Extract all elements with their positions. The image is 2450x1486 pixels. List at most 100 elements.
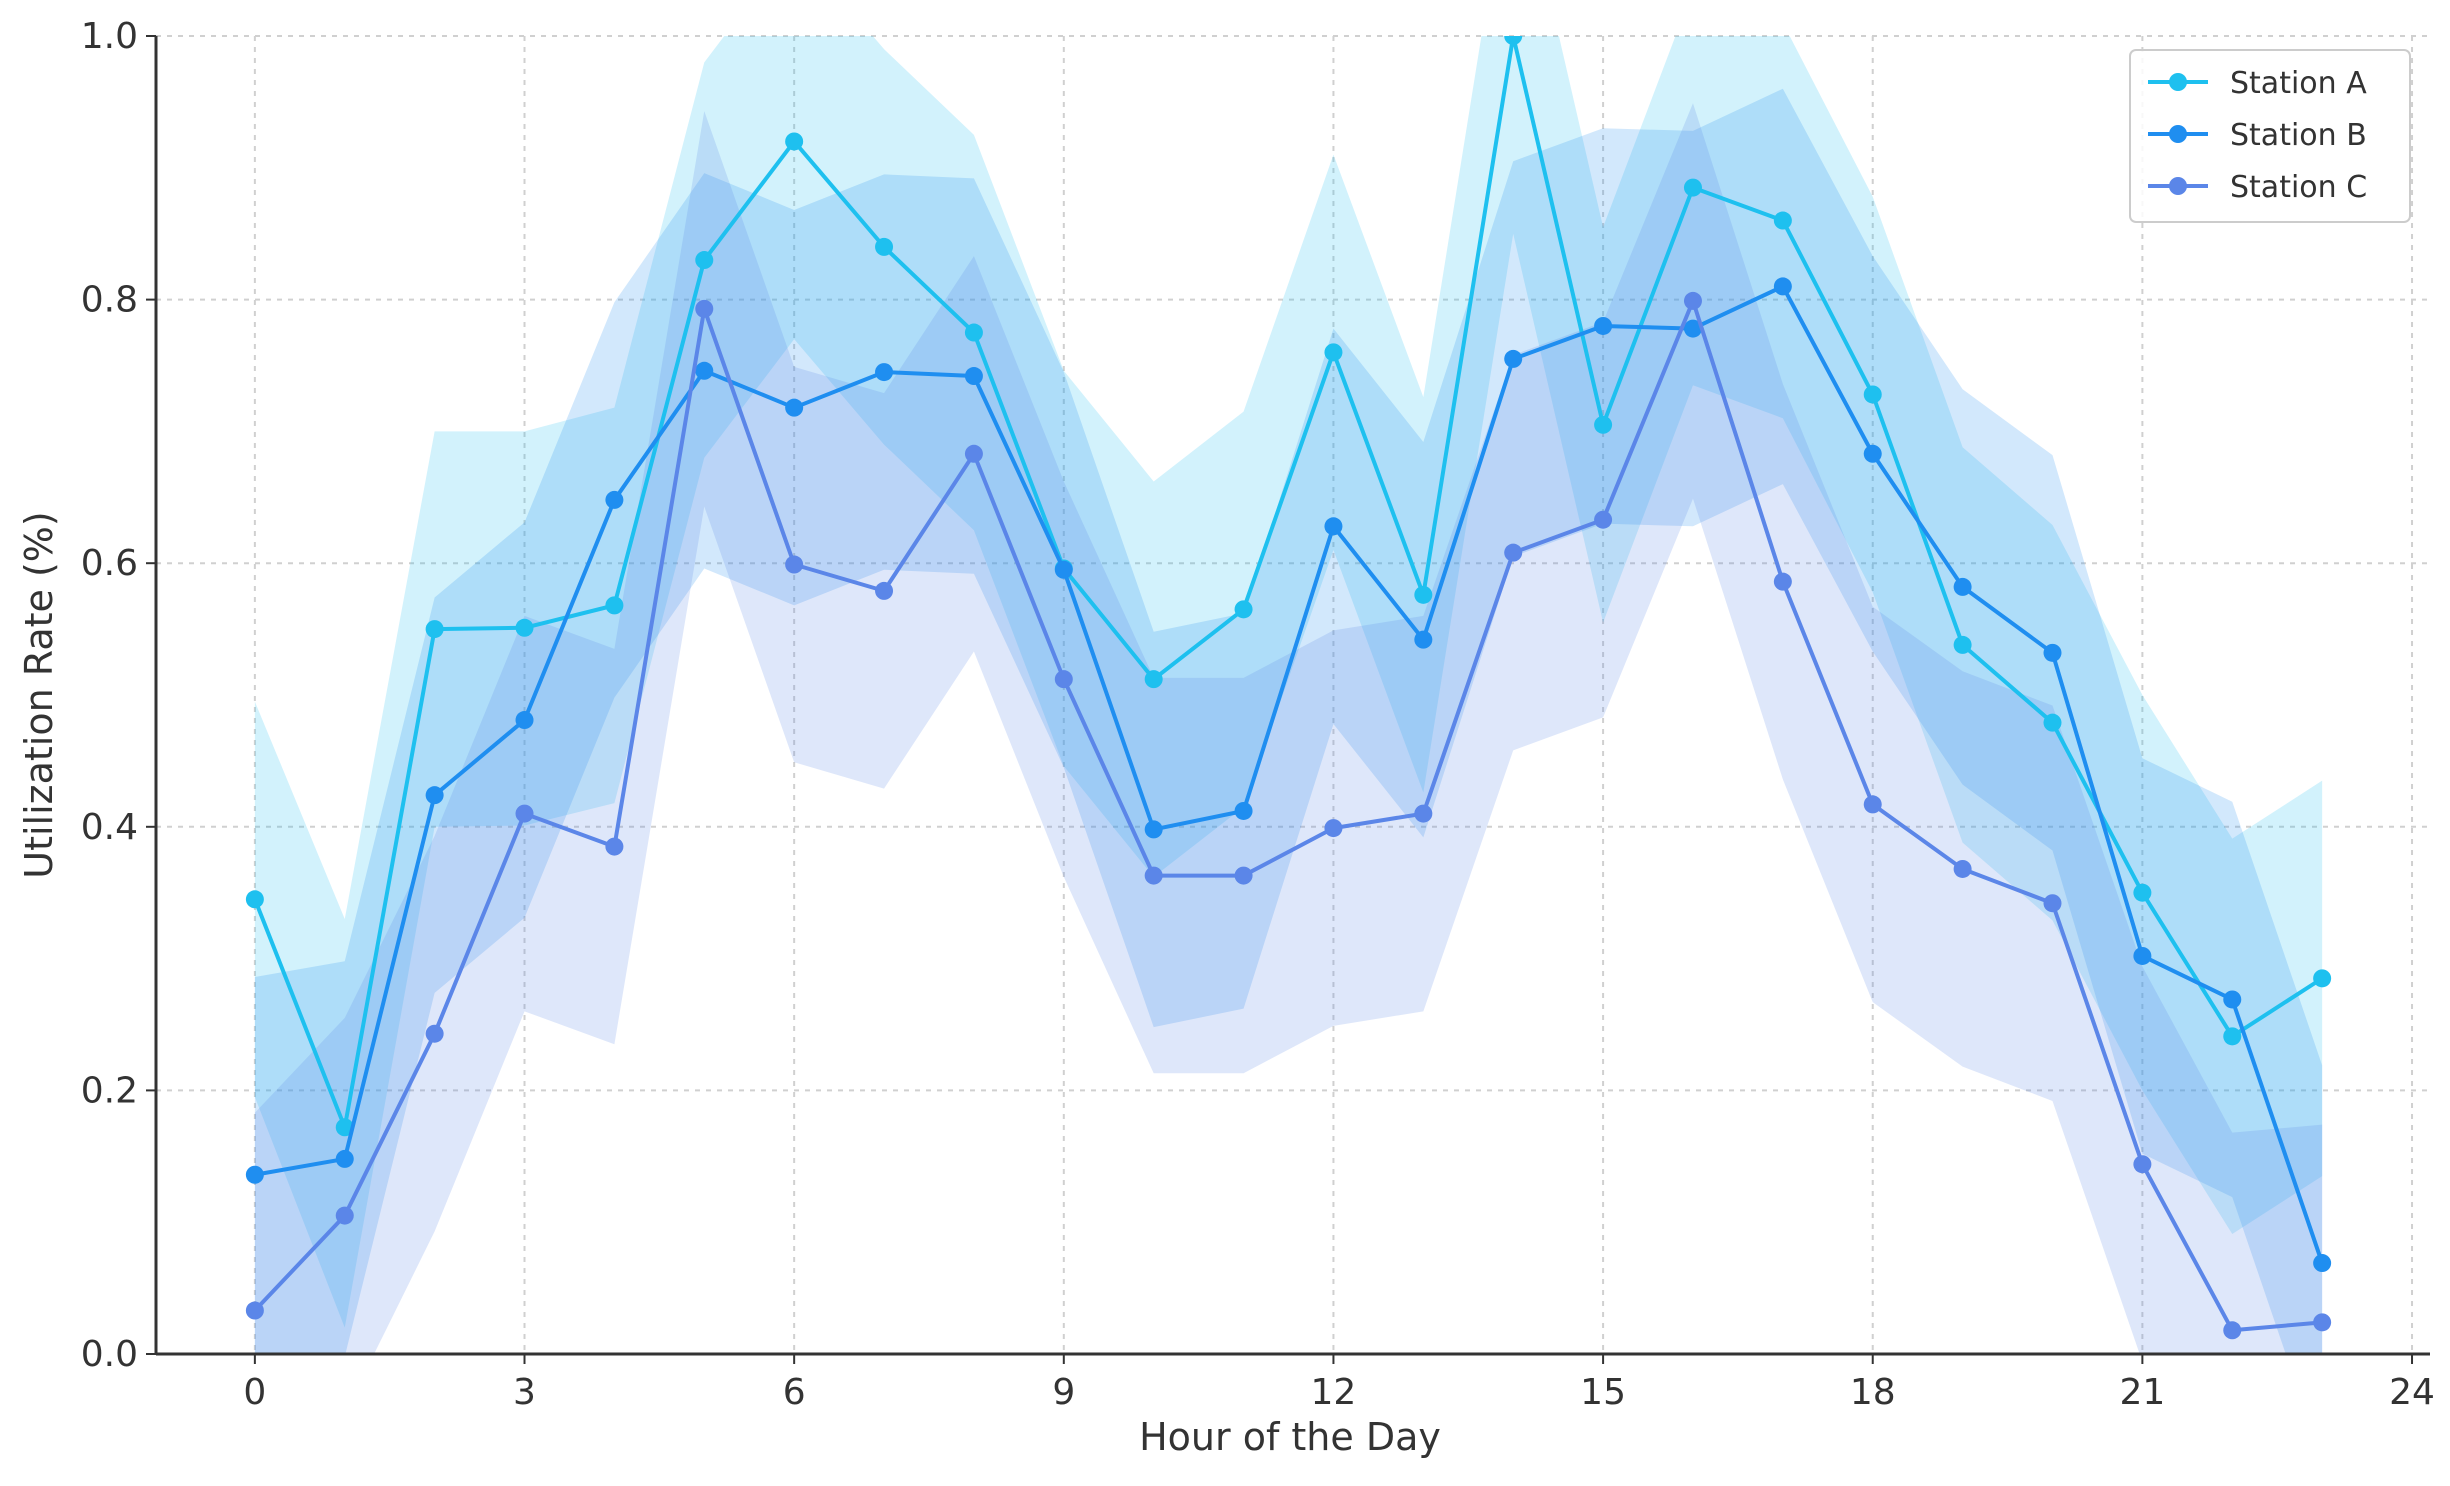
axes [146, 35, 2430, 1364]
data-point-station-a-22 [2223, 1027, 2242, 1046]
data-point-station-a-11 [1234, 600, 1253, 619]
x-tick-label: 9 [1052, 1372, 1075, 1413]
data-point-station-b-22 [2223, 990, 2242, 1009]
data-point-station-b-10 [1144, 820, 1163, 839]
data-point-station-c-19 [1953, 859, 1972, 878]
series-line-station-a [253, 36, 2324, 1130]
data-point-station-b-19 [1953, 577, 1972, 596]
x-tick-label: 24 [2389, 1372, 2435, 1413]
data-point-station-b-0 [245, 1165, 264, 1184]
x-tick-label: 12 [1311, 1372, 1357, 1413]
data-point-station-c-11 [1234, 866, 1253, 885]
data-point-station-c-1 [335, 1206, 354, 1225]
data-point-station-b-21 [2133, 946, 2152, 965]
data-point-station-a-17 [1773, 211, 1792, 230]
data-point-station-a-20 [2043, 713, 2062, 732]
data-point-station-b-8 [964, 367, 983, 386]
data-point-station-a-7 [875, 237, 894, 256]
data-point-station-a-6 [785, 132, 804, 151]
data-point-station-a-0 [245, 890, 264, 909]
series-line-station-c [253, 298, 2323, 1333]
data-point-station-c-9 [1054, 670, 1073, 689]
series-line-station-b [254, 284, 2325, 1264]
data-point-station-b-20 [2043, 643, 2062, 662]
y-tick-label: 0.0 [81, 1334, 138, 1375]
band-station-a [254, 36, 2323, 1328]
data-point-station-c-0 [245, 1301, 264, 1320]
data-point-station-b-3 [515, 711, 534, 730]
data-point-station-a-16 [1683, 178, 1702, 197]
y-tick-label: 0.6 [81, 543, 138, 584]
data-point-station-c-4 [605, 837, 624, 856]
x-tick-label: 18 [1850, 1372, 1896, 1413]
data-point-station-c-7 [875, 581, 894, 600]
data-point-station-b-13 [1414, 630, 1433, 649]
data-point-station-a-10 [1144, 670, 1163, 689]
data-point-station-a-19 [1953, 635, 1972, 654]
x-tick-label: 6 [783, 1372, 806, 1413]
data-point-station-a-18 [1863, 385, 1882, 404]
y-tick-label: 1.0 [81, 16, 138, 57]
data-point-station-c-13 [1414, 804, 1433, 823]
x-axis-label: Hour of the Day [1139, 1415, 1441, 1459]
data-point-station-a-1 [335, 1118, 354, 1137]
data-point-station-b-5 [695, 361, 714, 380]
data-point-station-a-23 [2313, 969, 2332, 988]
data-point-station-b-15 [1594, 316, 1613, 335]
series-lines [245, 36, 2332, 1340]
legend-label-station-c: Station C [2230, 170, 2367, 205]
data-point-station-a-5 [695, 251, 714, 270]
legend-label-station-a: Station A [2230, 66, 2367, 101]
data-point-station-a-3 [515, 618, 534, 637]
band-station-b [254, 88, 2323, 1354]
data-point-station-a-8 [964, 323, 983, 342]
confidence-bands [254, 36, 2323, 1354]
y-tick-label: 0.4 [81, 807, 138, 848]
data-point-station-b-7 [875, 363, 894, 382]
data-point-station-b-2 [425, 786, 444, 805]
data-point-station-b-23 [2313, 1254, 2332, 1273]
data-point-station-c-22 [2223, 1321, 2242, 1340]
data-point-station-a-14 [1504, 36, 1523, 45]
data-point-station-c-2 [425, 1024, 444, 1043]
y-tick-label: 0.2 [81, 1070, 138, 1111]
data-point-station-c-10 [1144, 866, 1163, 885]
data-point-station-c-12 [1324, 819, 1343, 838]
legend-swatch-marker-station-c [2169, 177, 2187, 195]
data-point-station-c-18 [1863, 795, 1882, 814]
data-point-station-b-17 [1773, 277, 1792, 296]
data-point-station-b-4 [605, 490, 624, 509]
data-point-station-b-16 [1683, 319, 1702, 338]
data-point-station-c-16 [1683, 291, 1702, 310]
data-point-station-c-6 [785, 555, 804, 574]
legend: Station A Station B Station C [2129, 49, 2411, 223]
data-point-station-c-3 [515, 804, 534, 823]
band-station-c [254, 103, 2323, 1354]
x-tick-label: 15 [1580, 1372, 1626, 1413]
legend-box [2129, 49, 2411, 223]
tick-labels: 0 3 6 9 12 15 18 21 24 0.0 0.2 0.4 0.6 0.8 1.0 [81, 16, 2435, 1413]
data-point-station-b-12 [1324, 517, 1343, 536]
data-point-station-b-9 [1054, 560, 1073, 579]
data-point-station-a-13 [1414, 585, 1433, 604]
x-tick-label: 0 [243, 1372, 266, 1413]
data-point-station-a-2 [425, 620, 444, 639]
y-tick-label: 0.8 [81, 280, 138, 321]
legend-swatch-marker-station-a [2169, 73, 2187, 91]
data-point-station-c-17 [1773, 572, 1792, 591]
legend-label-station-b: Station B [2230, 118, 2367, 153]
data-point-station-a-15 [1594, 415, 1613, 434]
data-point-station-b-1 [335, 1149, 354, 1168]
data-point-station-c-21 [2133, 1155, 2152, 1174]
x-tick-label: 21 [2119, 1372, 2165, 1413]
legend-swatch-marker-station-b [2169, 125, 2187, 143]
data-point-station-c-14 [1504, 543, 1523, 562]
data-point-station-c-20 [2043, 894, 2062, 913]
y-axis-label: Utilization Rate (%) [17, 511, 61, 878]
data-point-station-c-23 [2313, 1313, 2332, 1332]
data-point-station-b-6 [785, 398, 804, 417]
data-point-station-a-21 [2133, 883, 2152, 902]
data-point-station-c-5 [695, 299, 714, 318]
